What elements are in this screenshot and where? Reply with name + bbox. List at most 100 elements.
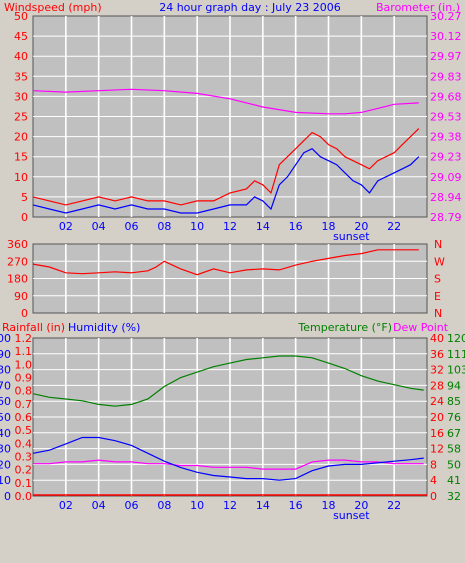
barometer-tick: 28.79	[430, 211, 462, 224]
humidity-tick: 0	[4, 490, 11, 503]
direction-tick: 360	[7, 238, 28, 251]
temp-x-tick: 18	[322, 499, 336, 512]
humidity-tick: 70	[0, 379, 11, 392]
temp-x-tick: 12	[223, 499, 237, 512]
temp-x-tick-sunset: sunset	[333, 509, 370, 522]
rainfall-tick: 0.5	[15, 424, 33, 437]
wind-direction-line	[32, 249, 419, 276]
rainfall-tick: 0.3	[15, 451, 33, 464]
temp-x-tick: 14	[256, 499, 270, 512]
humidity-tick: 40	[0, 427, 11, 440]
barometer-tick: 29.68	[430, 90, 462, 103]
humidity-tick: 90	[0, 348, 11, 361]
humidity-axis-label: Humidity (%)	[68, 321, 140, 334]
rainfall-tick: 1.2	[15, 332, 33, 345]
barometer-tick: 29.23	[430, 151, 462, 164]
barometer-tick: 30.12	[430, 30, 462, 43]
temp-c-tick: 8	[430, 458, 437, 471]
direction-tick: 180	[7, 273, 28, 286]
rainfall-tick: 0.7	[15, 398, 33, 411]
direction-tick: 0	[21, 307, 28, 320]
wind-x-tick: 04	[92, 220, 106, 233]
temp-c-tick: 32	[430, 364, 444, 377]
rainfall-tick: 0.9	[15, 372, 33, 385]
temp-f-tick: 111	[447, 348, 465, 361]
wind-x-tick-sunset: sunset	[333, 230, 370, 243]
wind-x-tick: 06	[125, 220, 139, 233]
temp-c-tick: 0	[430, 490, 437, 503]
temp-f-tick: 103	[447, 364, 465, 377]
wind-x-tick: 08	[157, 220, 171, 233]
humidity-line	[32, 436, 424, 481]
temp-c-tick: 24	[430, 395, 444, 408]
barometer-tick: 29.53	[430, 111, 462, 124]
temp-f-tick: 41	[447, 474, 461, 487]
temp-x-tick: 08	[157, 499, 171, 512]
windspeed-tick: 0	[21, 211, 28, 224]
chart-title: 24 hour graph day : July 23 2006	[159, 1, 341, 14]
dewpoint-line	[33, 459, 424, 470]
temp-c-tick: 12	[430, 443, 444, 456]
rainfall-tick: 0.0	[15, 490, 33, 503]
barometer-tick: 28.94	[430, 191, 462, 204]
windspeed-tick: 5	[21, 191, 28, 204]
windspeed-line	[32, 147, 420, 214]
temp-x-tick: 22	[387, 499, 401, 512]
temp-f-tick: 32	[447, 490, 461, 503]
dewpoint-axis-label: Dew Point	[393, 321, 449, 334]
temp-x-tick: 10	[190, 499, 204, 512]
rainfall-tick: 0.2	[15, 464, 33, 477]
temp-x-tick: 04	[92, 499, 106, 512]
compass-tick: W	[434, 255, 445, 268]
temp-c-tick: 36	[430, 348, 444, 361]
windspeed-tick: 50	[14, 10, 28, 23]
wind-x-tick: 14	[256, 220, 270, 233]
humidity-tick: 100	[0, 332, 11, 345]
temp-f-tick: 50	[447, 458, 461, 471]
humidity-tick: 80	[0, 364, 11, 377]
temp-c-tick: 4	[430, 474, 437, 487]
humidity-tick: 10	[0, 474, 11, 487]
wind-x-tick: 02	[59, 220, 73, 233]
compass-tick: N	[434, 238, 442, 251]
barometer-tick: 29.09	[430, 171, 462, 184]
windspeed-tick: 35	[14, 70, 28, 83]
wind-x-tick: 22	[387, 220, 401, 233]
wind-x-tick: 12	[223, 220, 237, 233]
rainfall-tick: 0.4	[15, 437, 33, 450]
temp-f-tick: 58	[447, 443, 461, 456]
barometer-tick: 29.38	[430, 131, 462, 144]
compass-tick: N	[434, 307, 442, 320]
compass-tick: S	[434, 273, 441, 286]
temp-c-tick: 28	[430, 379, 444, 392]
humidity-tick: 50	[0, 411, 11, 424]
wind-x-tick: 10	[190, 220, 204, 233]
barometer-tick: 29.97	[430, 50, 462, 63]
barometer-line	[32, 88, 419, 115]
temperature-line	[32, 355, 424, 407]
windspeed-tick: 10	[14, 171, 28, 184]
temp-x-tick: 20	[354, 499, 368, 512]
temp-f-tick: 67	[447, 427, 461, 440]
wind-gust-line	[32, 128, 420, 206]
windspeed-tick: 20	[14, 131, 28, 144]
compass-tick: E	[434, 290, 441, 303]
direction-tick: 90	[14, 290, 28, 303]
windspeed-tick: 15	[14, 151, 28, 164]
windspeed-tick: 30	[14, 90, 28, 103]
rainfall-tick: 1.1	[15, 345, 33, 358]
barometer-tick: 30.27	[430, 10, 462, 23]
temp-f-tick: 76	[447, 411, 461, 424]
rainfall-tick: 0.6	[15, 411, 33, 424]
temp-x-tick: 16	[289, 499, 303, 512]
temp-f-tick: 85	[447, 395, 461, 408]
temp-c-tick: 40	[430, 332, 444, 345]
barometer-tick: 29.83	[430, 70, 462, 83]
windspeed-tick: 25	[14, 111, 28, 124]
temp-c-tick: 20	[430, 411, 444, 424]
rainfall-tick: 0.8	[15, 385, 33, 398]
rainfall-tick: 1.0	[15, 358, 33, 371]
humidity-tick: 60	[0, 395, 11, 408]
